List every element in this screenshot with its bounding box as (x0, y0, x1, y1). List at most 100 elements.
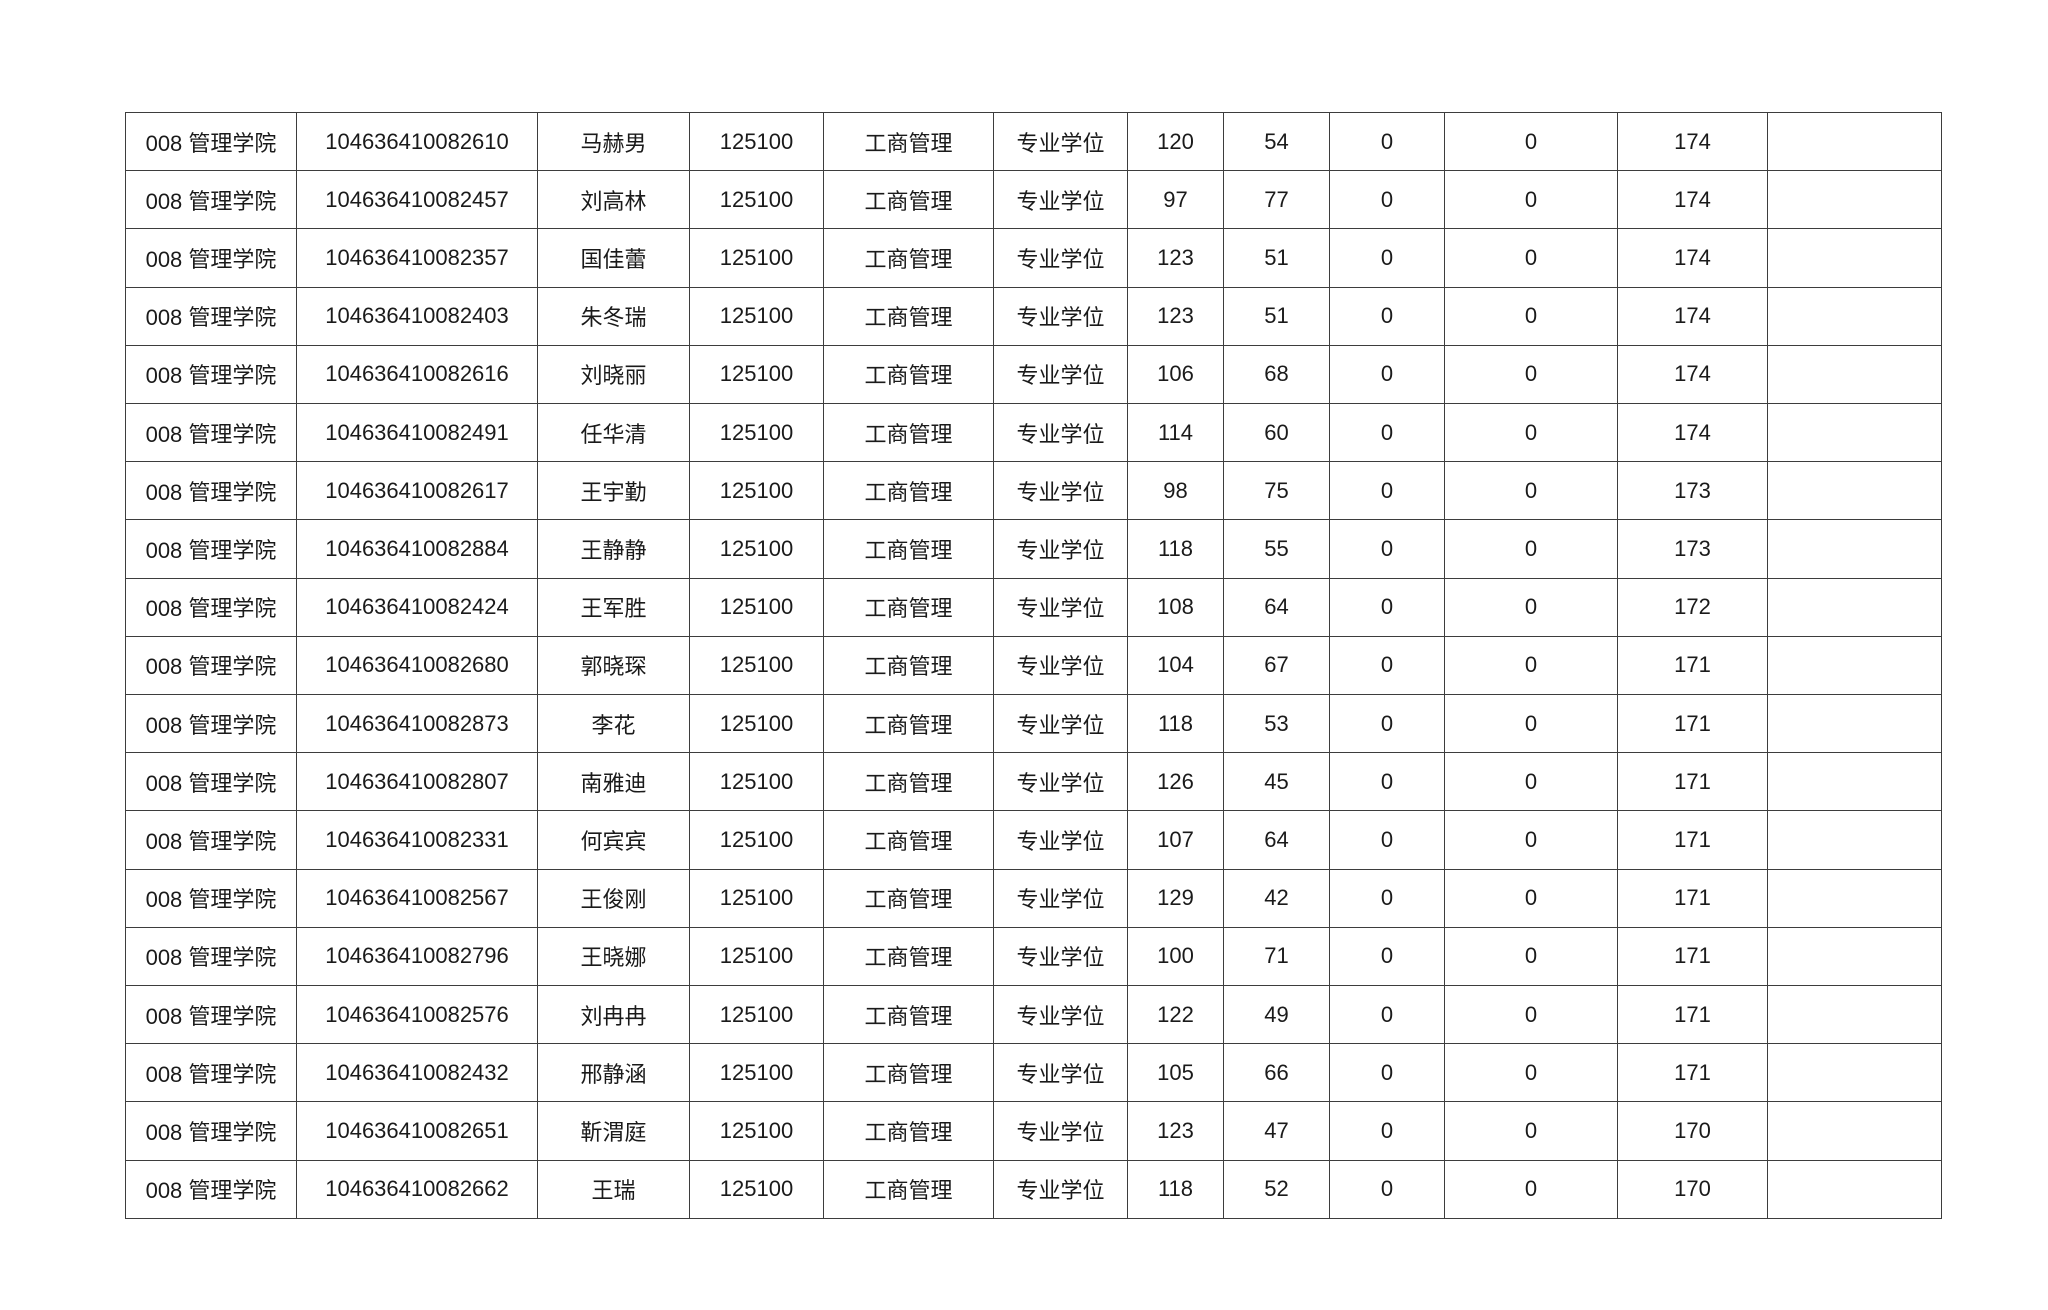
cell-remark (1767, 170, 1942, 230)
cell-score3: 0 (1329, 752, 1445, 812)
cell-name: 王瑞 (537, 1159, 690, 1220)
cell-score2: 68 (1223, 344, 1330, 405)
cell-degree_type: 专业学位 (993, 519, 1128, 579)
cell-major_name: 工商管理 (823, 111, 994, 172)
cell-score3: 0 (1329, 170, 1445, 230)
cell-major_name: 工商管理 (823, 635, 994, 696)
cell-department: 008 管理学院 (125, 344, 297, 405)
cell-score4: 0 (1444, 519, 1618, 579)
cell-candidate_id: 104636410082331 (296, 810, 538, 870)
cell-score4: 0 (1444, 577, 1618, 637)
cell-score4: 0 (1444, 810, 1618, 870)
cell-department: 008 管理学院 (125, 868, 297, 928)
cell-candidate_id: 104636410082680 (296, 635, 538, 696)
cell-score3: 0 (1329, 694, 1445, 754)
cell-degree_type: 专业学位 (993, 985, 1128, 1045)
table-row: 008 管理学院 104636410082432 邢静涵 125100 工商管理 专业学位… (125, 1043, 1942, 1103)
table-row: 008 管理学院 104636410082403 朱冬瑞 125100 工商管理 专业学位… (125, 286, 1942, 346)
cell-candidate_id: 104636410082403 (296, 286, 538, 346)
cell-total: 171 (1617, 985, 1768, 1045)
cell-department: 008 管理学院 (125, 985, 297, 1045)
results-table-body: 008 管理学院 104636410082610 马赫男 125100 工商管理 专业学位… (125, 111, 1942, 1220)
table-row: 008 管理学院 104636410082680 郭晓琛 125100 工商管理 专业学位… (125, 635, 1942, 696)
cell-candidate_id: 104636410082424 (296, 577, 538, 637)
cell-remark (1767, 286, 1942, 346)
cell-remark (1767, 1101, 1942, 1161)
cell-candidate_id: 104636410082576 (296, 985, 538, 1045)
cell-score3: 0 (1329, 985, 1445, 1045)
cell-candidate_id: 104636410082357 (296, 228, 538, 288)
cell-degree_type: 专业学位 (993, 694, 1128, 754)
cell-department: 008 管理学院 (125, 1043, 297, 1103)
cell-major_code: 125100 (689, 1043, 824, 1103)
cell-score4: 0 (1444, 111, 1618, 172)
cell-total: 170 (1617, 1101, 1768, 1161)
cell-total: 174 (1617, 286, 1768, 346)
cell-remark (1767, 694, 1942, 754)
table-row: 008 管理学院 104636410082491 任华清 125100 工商管理 专业学位… (125, 403, 1942, 463)
cell-degree_type: 专业学位 (993, 344, 1128, 405)
cell-major_name: 工商管理 (823, 1101, 994, 1161)
cell-candidate_id: 104636410082796 (296, 926, 538, 987)
cell-name: 邢静涵 (537, 1043, 690, 1103)
cell-department: 008 管理学院 (125, 286, 297, 346)
table-row: 008 管理学院 104636410082616 刘晓丽 125100 工商管理 专业学位… (125, 344, 1942, 405)
cell-score3: 0 (1329, 111, 1445, 172)
cell-name: 朱冬瑞 (537, 286, 690, 346)
cell-score2: 47 (1223, 1101, 1330, 1161)
cell-major_name: 工商管理 (823, 985, 994, 1045)
cell-score3: 0 (1329, 461, 1445, 521)
cell-remark (1767, 1043, 1942, 1103)
cell-score1: 118 (1127, 1159, 1224, 1220)
cell-department: 008 管理学院 (125, 111, 297, 172)
cell-score4: 0 (1444, 985, 1618, 1045)
cell-candidate_id: 104636410082610 (296, 111, 538, 172)
cell-score2: 49 (1223, 985, 1330, 1045)
cell-department: 008 管理学院 (125, 461, 297, 521)
cell-major_code: 125100 (689, 926, 824, 987)
cell-total: 171 (1617, 635, 1768, 696)
cell-degree_type: 专业学位 (993, 752, 1128, 812)
cell-degree_type: 专业学位 (993, 868, 1128, 928)
cell-total: 170 (1617, 1159, 1768, 1220)
cell-score2: 75 (1223, 461, 1330, 521)
cell-major_code: 125100 (689, 228, 824, 288)
cell-score1: 98 (1127, 461, 1224, 521)
cell-degree_type: 专业学位 (993, 1101, 1128, 1161)
cell-score2: 55 (1223, 519, 1330, 579)
cell-department: 008 管理学院 (125, 1101, 297, 1161)
cell-department: 008 管理学院 (125, 519, 297, 579)
table-row: 008 管理学院 104636410082617 王宇勤 125100 工商管理 专业学位… (125, 461, 1942, 521)
cell-score3: 0 (1329, 926, 1445, 987)
cell-major_code: 125100 (689, 985, 824, 1045)
cell-name: 王俊刚 (537, 868, 690, 928)
cell-candidate_id: 104636410082873 (296, 694, 538, 754)
cell-remark (1767, 519, 1942, 579)
cell-remark (1767, 810, 1942, 870)
cell-degree_type: 专业学位 (993, 635, 1128, 696)
table-row: 008 管理学院 104636410082796 王晓娜 125100 工商管理 专业学位… (125, 926, 1942, 987)
cell-name: 任华清 (537, 403, 690, 463)
cell-total: 173 (1617, 519, 1768, 579)
cell-name: 国佳蕾 (537, 228, 690, 288)
cell-score1: 123 (1127, 286, 1224, 346)
cell-score3: 0 (1329, 1101, 1445, 1161)
cell-score4: 0 (1444, 752, 1618, 812)
cell-score4: 0 (1444, 868, 1618, 928)
cell-score3: 0 (1329, 519, 1445, 579)
cell-score2: 51 (1223, 286, 1330, 346)
cell-score2: 66 (1223, 1043, 1330, 1103)
cell-score3: 0 (1329, 868, 1445, 928)
cell-name: 南雅迪 (537, 752, 690, 812)
cell-score1: 122 (1127, 985, 1224, 1045)
cell-score1: 114 (1127, 403, 1224, 463)
cell-total: 171 (1617, 1043, 1768, 1103)
cell-remark (1767, 926, 1942, 987)
cell-name: 何宾宾 (537, 810, 690, 870)
cell-score2: 71 (1223, 926, 1330, 987)
cell-score2: 42 (1223, 868, 1330, 928)
cell-score1: 107 (1127, 810, 1224, 870)
cell-candidate_id: 104636410082662 (296, 1159, 538, 1220)
cell-score4: 0 (1444, 286, 1618, 346)
cell-name: 李花 (537, 694, 690, 754)
